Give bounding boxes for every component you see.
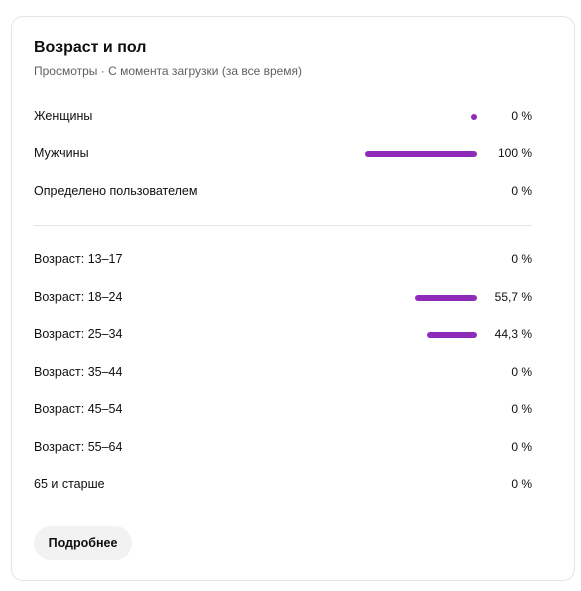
section-divider (34, 225, 532, 226)
row-label: Возраст: 35–44 (34, 365, 123, 379)
row-label: 65 и старше (34, 477, 105, 491)
row-label: Мужчины (34, 146, 89, 160)
row-value: 0 % (511, 440, 532, 454)
age-row-13-17: Возраст: 13–17 0 % (34, 250, 532, 270)
age-row-65-plus: 65 и старше 0 % (34, 475, 532, 495)
row-value: 0 % (511, 477, 532, 491)
percent-bar (471, 114, 477, 120)
row-label: Возраст: 13–17 (34, 252, 123, 266)
row-label: Определено пользователем (34, 184, 198, 198)
row-label: Возраст: 55–64 (34, 440, 123, 454)
gender-row-women: Женщины 0 % (34, 107, 532, 127)
row-value: 55,7 % (494, 290, 532, 304)
gender-row-men: Мужчины 100 % (34, 144, 532, 164)
age-row-25-34: Возраст: 25–34 44,3 % (34, 325, 532, 345)
row-label: Возраст: 18–24 (34, 290, 123, 304)
percent-bar (427, 332, 477, 338)
card-subtitle: Просмотры · С момента загрузки (за все в… (34, 64, 303, 78)
row-value: 100 % (497, 146, 532, 160)
age-gender-card: Возраст и пол Просмотры · С момента загр… (11, 16, 575, 581)
gender-row-user-specified: Определено пользователем 0 % (34, 182, 532, 202)
row-value: 0 % (511, 252, 532, 266)
age-row-18-24: Возраст: 18–24 55,7 % (34, 288, 532, 308)
percent-bar (415, 295, 477, 301)
row-value: 0 % (511, 184, 532, 198)
age-row-45-54: Возраст: 45–54 0 % (34, 400, 532, 420)
more-details-button[interactable]: Подробнее (34, 526, 132, 560)
row-value: 0 % (511, 109, 532, 123)
age-row-55-64: Возраст: 55–64 0 % (34, 438, 532, 458)
row-label: Возраст: 25–34 (34, 327, 123, 341)
row-value: 0 % (511, 365, 532, 379)
age-row-35-44: Возраст: 35–44 0 % (34, 363, 532, 383)
row-value: 0 % (511, 402, 532, 416)
row-label: Женщины (34, 109, 93, 123)
percent-bar (365, 151, 477, 157)
row-label: Возраст: 45–54 (34, 402, 123, 416)
card-title: Возраст и пол (34, 39, 147, 56)
row-value: 44,3 % (494, 327, 532, 341)
